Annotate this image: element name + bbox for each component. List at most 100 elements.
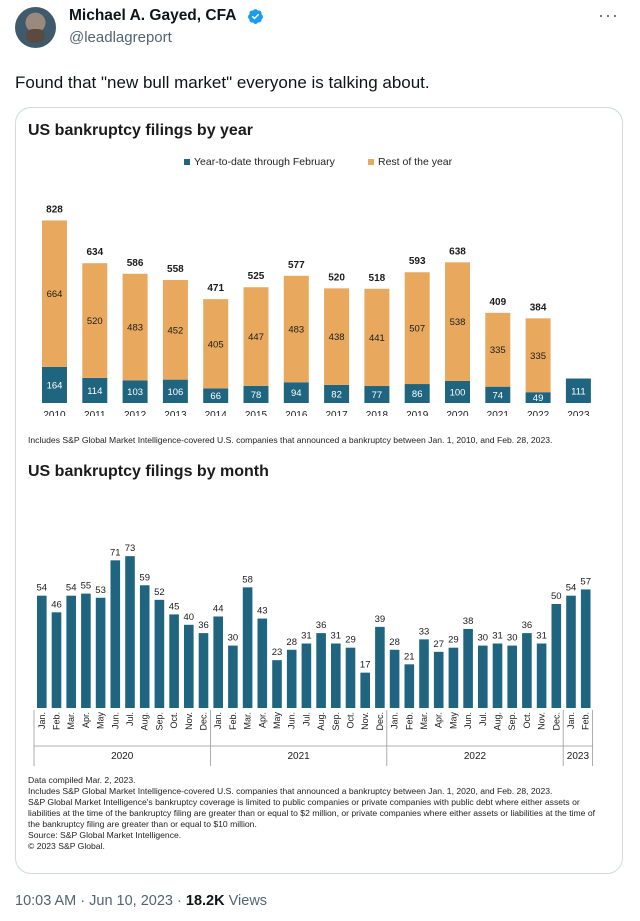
rest-bar — [82, 263, 108, 378]
month-tick-label: Apr. — [257, 712, 267, 728]
month-value-label: 29 — [448, 635, 459, 646]
month-value-label: 17 — [360, 660, 371, 671]
legend-ytd-label: Year-to-date through February — [194, 156, 335, 168]
month-bar — [242, 587, 253, 708]
rest-bar — [525, 318, 551, 393]
tweet-timestamp[interactable]: 10:03 AM · Jun 10, 2023 · — [15, 893, 186, 909]
tweet-text: Found that "new bull market" everyone is… — [15, 73, 430, 92]
yearly-chart-title: US bankruptcy filings by year — [28, 122, 253, 139]
month-tick-label: Jan. — [37, 712, 47, 729]
month-value-label: 38 — [463, 616, 474, 627]
total-value-label: 471 — [207, 283, 224, 294]
total-value-label: 518 — [369, 273, 386, 284]
rest-value-label: 507 — [409, 324, 425, 335]
month-tick-label: Feb. — [581, 712, 591, 730]
rest-bar — [404, 272, 430, 385]
rest-value-label: 483 — [288, 325, 304, 336]
month-value-label: 30 — [478, 633, 489, 644]
author-avatar[interactable] — [15, 7, 56, 48]
year-tick-label: 2020 — [446, 410, 469, 416]
month-bar — [125, 556, 135, 708]
month-value-label: 36 — [316, 620, 327, 631]
month-value-label: 53 — [95, 585, 106, 596]
month-value-label: 43 — [257, 606, 268, 617]
avatar-beard — [26, 29, 45, 43]
month-tick-label: Oct. — [346, 712, 356, 729]
month-tick-label: Aug. — [140, 712, 150, 731]
month-bar — [360, 672, 370, 708]
month-tick-label: Dec. — [375, 712, 385, 731]
ytd-bar — [162, 379, 188, 403]
month-tick-label: Mar. — [243, 712, 253, 730]
month-value-label: 31 — [492, 631, 503, 642]
month-value-label: 73 — [125, 543, 136, 554]
month-bar — [272, 660, 282, 708]
month-value-label: 27 — [433, 639, 444, 650]
year-tick-label: 2016 — [285, 410, 308, 416]
author-name[interactable]: Michael A. Gayed, CFA — [69, 7, 237, 24]
month-tick-label: Jul. — [125, 712, 135, 726]
month-tick-label: Apr. — [434, 712, 444, 728]
month-value-label: 31 — [331, 631, 342, 642]
rest-bar — [485, 312, 511, 387]
rest-value-label: 520 — [87, 316, 103, 327]
note-coverage-range: Includes S&P Global Market Intelligence-… — [28, 786, 553, 796]
year-group-label: 2023 — [567, 751, 590, 762]
month-tick-label: Feb. — [52, 712, 62, 730]
month-tick-label: Sep. — [154, 712, 164, 731]
month-value-label: 57 — [580, 576, 591, 587]
year-tick-label: 2015 — [245, 410, 268, 416]
ytd-bar — [283, 382, 309, 403]
total-value-label: 593 — [409, 256, 426, 267]
rest-value-label: 664 — [47, 289, 63, 300]
month-value-label: 28 — [286, 637, 297, 648]
ytd-value-label: 164 — [47, 380, 63, 391]
rest-bar — [283, 275, 309, 383]
month-value-label: 29 — [345, 635, 356, 646]
month-tick-label: Aug. — [493, 712, 503, 731]
rest-bar — [162, 279, 188, 380]
month-value-label: 36 — [198, 620, 209, 631]
ytd-value-label: 114 — [87, 386, 102, 397]
month-value-label: 54 — [37, 583, 48, 594]
tweet-footer: 10:03 AM · Jun 10, 2023 · 18.2K Views — [15, 893, 267, 909]
month-value-label: 30 — [228, 633, 239, 644]
ytd-value-label: 86 — [412, 389, 423, 400]
note-compiled: Data compiled Mar. 2, 2023. — [28, 775, 136, 785]
month-value-label: 52 — [154, 587, 165, 598]
month-bar — [507, 645, 517, 708]
yearly-chart-note: Includes S&P Global Market Intelligence-… — [28, 435, 553, 445]
month-value-label: 36 — [522, 620, 533, 631]
month-value-label: 21 — [404, 651, 415, 662]
month-tick-label: May — [272, 712, 282, 730]
month-value-label: 40 — [184, 612, 195, 623]
total-value-label: 586 — [127, 258, 144, 269]
month-tick-label: Nov. — [184, 712, 194, 730]
monthly-chart-notes: Data compiled Mar. 2, 2023. Includes S&P… — [28, 775, 608, 852]
ytd-value-label: 78 — [251, 390, 262, 401]
month-tick-label: Mar. — [66, 712, 76, 730]
month-value-label: 58 — [242, 574, 253, 585]
month-bar — [257, 618, 268, 708]
ytd-bar — [485, 386, 511, 403]
month-bar — [448, 647, 459, 708]
tweet-media-image[interactable]: US bankruptcy filings by year Year-to-da… — [15, 107, 623, 874]
rest-value-label: 335 — [530, 351, 546, 362]
total-value-label: 638 — [449, 246, 466, 257]
legend-rest: Rest of the year — [368, 156, 452, 168]
year-tick-label: 2021 — [487, 410, 510, 416]
month-bar — [345, 647, 356, 708]
more-options-icon[interactable]: ··· — [598, 5, 619, 25]
legend-ytd-swatch — [184, 159, 190, 165]
note-source: Source: S&P Global Market Intelligence. — [28, 830, 182, 840]
legend-rest-label: Rest of the year — [378, 156, 453, 168]
month-bar — [566, 595, 576, 708]
month-value-label: 54 — [66, 583, 77, 594]
legend-ytd: Year-to-date through February — [184, 156, 335, 168]
ytd-bar — [445, 380, 470, 403]
author-handle[interactable]: @leadlagreport — [69, 29, 172, 46]
views-count: 18.2K — [185, 893, 225, 909]
rest-value-label: 335 — [490, 345, 506, 356]
ytd-value-label: 49 — [533, 393, 544, 404]
month-bar — [286, 649, 297, 708]
